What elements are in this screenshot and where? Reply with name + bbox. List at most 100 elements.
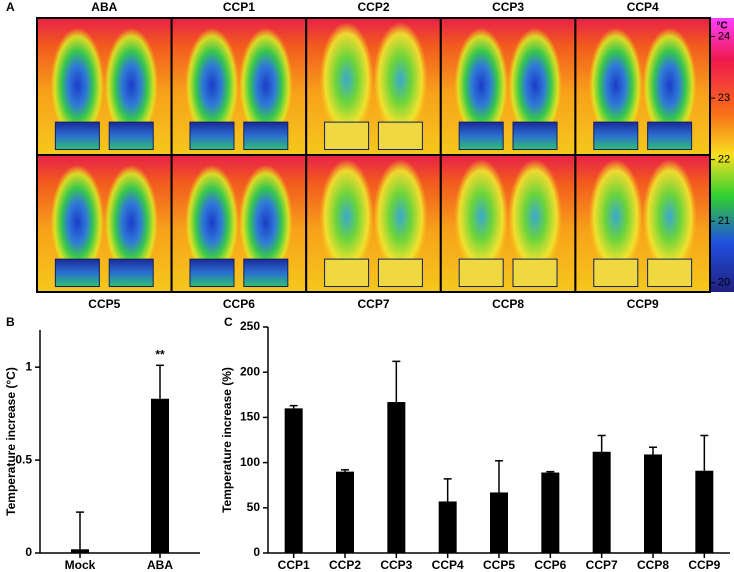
pot bbox=[377, 121, 423, 151]
image-label: CCP8 bbox=[492, 297, 524, 311]
x-tick-label: CCP4 bbox=[432, 558, 464, 572]
colorbar-unit: °C bbox=[716, 21, 727, 32]
y-tick-label: 1 bbox=[25, 359, 32, 373]
plant bbox=[508, 22, 562, 138]
colorbar-tick-label: 23 bbox=[718, 92, 730, 104]
image-label: CCP1 bbox=[223, 0, 255, 14]
bar bbox=[151, 398, 169, 553]
x-tick-label: ABA bbox=[147, 558, 173, 572]
thermal-image bbox=[305, 154, 442, 293]
colorbar-tick-label: 22 bbox=[718, 154, 730, 166]
thermal-image bbox=[439, 17, 577, 156]
y-tick-label: 150 bbox=[240, 410, 260, 424]
panel-label: C bbox=[224, 315, 233, 329]
image-label: CCP6 bbox=[223, 297, 255, 311]
plant bbox=[238, 159, 293, 275]
y-axis-title: Temperature increase (°C) bbox=[4, 367, 18, 516]
plant bbox=[508, 159, 562, 275]
bar bbox=[336, 471, 354, 553]
pot bbox=[458, 121, 504, 151]
image-label: CCP2 bbox=[357, 0, 389, 14]
pot bbox=[377, 258, 423, 288]
pot bbox=[512, 258, 558, 288]
plant bbox=[588, 22, 643, 138]
image-label: CCP3 bbox=[492, 0, 524, 14]
colorbar-tick-label: 20 bbox=[718, 277, 730, 289]
pot bbox=[54, 258, 100, 288]
colorbar-tick-label: 21 bbox=[718, 215, 730, 227]
pot bbox=[593, 258, 639, 288]
plant bbox=[185, 22, 239, 138]
x-tick-label: CCP8 bbox=[637, 558, 669, 572]
thermal-image bbox=[305, 17, 442, 156]
pot bbox=[647, 121, 693, 151]
pot bbox=[647, 258, 693, 288]
colorbar bbox=[710, 18, 734, 292]
x-tick-label: CCP2 bbox=[329, 558, 361, 572]
plant bbox=[588, 159, 643, 275]
x-tick-label: CCP1 bbox=[278, 558, 310, 572]
plant bbox=[50, 22, 105, 138]
plant bbox=[373, 22, 428, 138]
plant bbox=[319, 22, 374, 138]
y-tick-label: 0 bbox=[25, 545, 32, 559]
plant bbox=[104, 159, 159, 275]
y-tick-label: 0.5 bbox=[15, 452, 32, 466]
panel-label: B bbox=[6, 315, 15, 329]
bar bbox=[541, 472, 560, 553]
image-border bbox=[574, 154, 712, 293]
plant bbox=[185, 159, 239, 275]
pot bbox=[324, 121, 370, 151]
plant bbox=[104, 22, 159, 138]
x-tick-label: CCP5 bbox=[483, 558, 515, 572]
y-tick-label: 50 bbox=[247, 500, 261, 514]
pot bbox=[108, 258, 154, 288]
pot bbox=[108, 121, 154, 151]
image-label: ABA bbox=[91, 0, 117, 14]
image-label: CCP9 bbox=[627, 297, 659, 311]
x-tick-label: CCP3 bbox=[380, 558, 412, 572]
panel-label: A bbox=[6, 0, 15, 14]
thermal-image bbox=[170, 154, 308, 293]
thermal-image bbox=[574, 154, 712, 293]
image-label: CCP4 bbox=[627, 0, 659, 14]
image-label: CCP7 bbox=[357, 297, 389, 311]
pot bbox=[54, 121, 100, 151]
pot bbox=[243, 121, 289, 151]
x-tick-label: Mock bbox=[65, 558, 96, 572]
bar bbox=[284, 408, 303, 553]
y-tick-label: 250 bbox=[240, 319, 260, 333]
plant bbox=[642, 22, 697, 138]
pot bbox=[512, 121, 558, 151]
bar bbox=[71, 549, 89, 553]
pot bbox=[189, 121, 235, 151]
bar bbox=[592, 451, 611, 553]
plant bbox=[319, 159, 374, 275]
x-tick-label: CCP7 bbox=[586, 558, 618, 572]
pot bbox=[243, 258, 289, 288]
colorbar-tick-label: 24 bbox=[718, 30, 730, 42]
plant bbox=[50, 159, 105, 275]
bar bbox=[490, 492, 508, 553]
thermal-image bbox=[170, 17, 308, 156]
pot bbox=[189, 258, 235, 288]
bar bbox=[644, 454, 662, 553]
plant bbox=[373, 159, 428, 275]
thermal-image bbox=[574, 17, 712, 156]
pot bbox=[324, 258, 370, 288]
annotation: ** bbox=[155, 347, 165, 361]
y-tick-label: 100 bbox=[240, 455, 260, 469]
bar bbox=[695, 470, 714, 553]
x-tick-label: CCP6 bbox=[534, 558, 566, 572]
y-tick-label: 200 bbox=[240, 364, 260, 378]
plant bbox=[454, 159, 509, 275]
image-label: CCP5 bbox=[88, 297, 120, 311]
y-tick-label: 0 bbox=[253, 545, 260, 559]
pot bbox=[458, 258, 504, 288]
x-tick-label: CCP9 bbox=[688, 558, 720, 572]
bar bbox=[438, 501, 457, 553]
pot bbox=[593, 121, 639, 151]
thermal-image bbox=[36, 154, 173, 293]
thermal-image bbox=[439, 154, 577, 293]
